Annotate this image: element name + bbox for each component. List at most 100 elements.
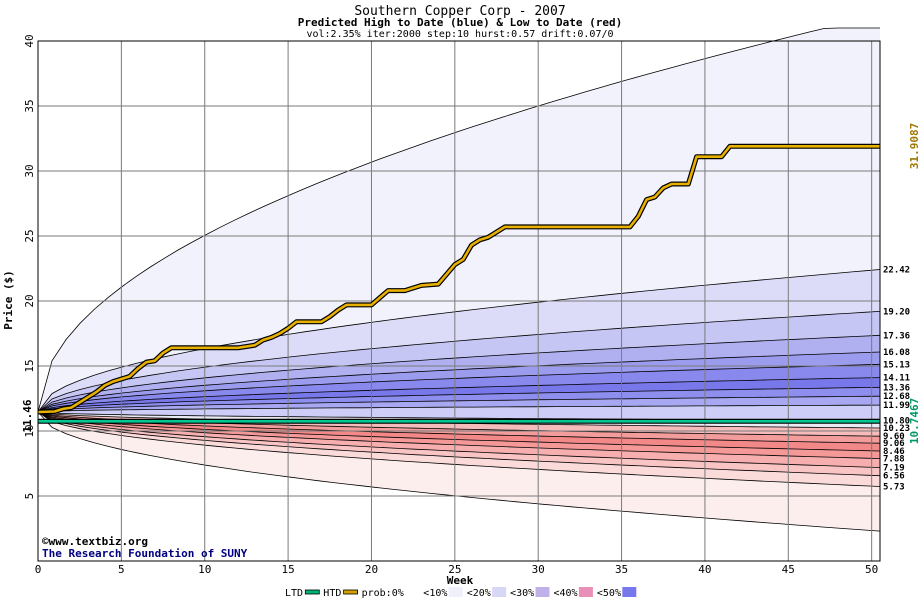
band-end-label: 7.19 <box>883 464 905 474</box>
band-end-label: 17.36 <box>883 331 910 341</box>
band-boundary-line <box>37 269 881 413</box>
grid-lines <box>37 40 880 561</box>
band-end-label: 8.46 <box>883 447 905 457</box>
y-tick-label: 10 <box>23 424 36 437</box>
low-probability-band <box>38 412 880 437</box>
x-tick-label: 30 <box>532 563 545 576</box>
x-tick-label: 35 <box>615 563 628 576</box>
probability-bands <box>37 27 881 561</box>
y-tick-label: 15 <box>23 359 36 372</box>
band-end-label: 19.20 <box>883 307 910 317</box>
y-tick-label: 35 <box>23 99 36 112</box>
y-tick-label: 20 <box>23 294 36 307</box>
high-probability-band <box>38 335 880 412</box>
high-probability-band <box>38 352 880 412</box>
legend-label: <50% <box>597 588 621 599</box>
legend-label: <10% <box>423 588 447 599</box>
axes: 0 5 10 15 20 25 30 35 40 45 50 5 10 15 20 25 30 35 40 <box>23 34 881 576</box>
band-end-label: 10.80 <box>883 417 910 427</box>
chart-title: Southern Copper Corp - 2007 <box>354 4 565 19</box>
low-probability-band <box>38 412 880 444</box>
band-end-label: 9.60 <box>883 432 905 442</box>
band-boundary-line <box>37 311 881 413</box>
high-probability-band <box>38 387 880 412</box>
band-boundary-line <box>37 404 881 413</box>
x-tick-label: 10 <box>198 563 211 576</box>
band-end-label: 10.23 <box>883 424 910 434</box>
band-boundary-line <box>37 27 880 413</box>
legend-swatch <box>535 587 550 597</box>
watermark-line2: The Research Foundation of SUNY <box>42 547 248 560</box>
low-probability-band <box>38 412 880 459</box>
chart-params: vol:2.35% iter:2000 step:10 hurst:0.57 d… <box>306 29 613 40</box>
band-end-label: 16.08 <box>883 348 910 358</box>
band-end-label: 14.11 <box>883 374 910 384</box>
band-end-label: 5.73 <box>883 483 905 493</box>
legend-label: <20% <box>467 588 491 599</box>
band-end-label: 11.99 <box>883 401 910 411</box>
band-end-label: 22.42 <box>883 266 910 276</box>
band-end-label: 6.56 <box>883 472 905 482</box>
x-tick-label: 45 <box>782 563 795 576</box>
band-boundary-line <box>37 411 881 487</box>
htd-line <box>37 145 880 414</box>
band-boundary-line <box>37 351 881 413</box>
x-tick-label: 20 <box>365 563 378 576</box>
y-tick-label: 30 <box>23 164 36 177</box>
x-tick-label: 0 <box>35 563 42 576</box>
band-end-label: 13.36 <box>883 383 910 393</box>
low-probability-band <box>38 412 880 476</box>
band-end-label: 9.06 <box>883 439 905 449</box>
chart-subtitle: Predicted High to Date (blue) & Low to D… <box>298 16 623 29</box>
y-tick-label: 40 <box>23 34 36 47</box>
legend-label: <40% <box>554 588 578 599</box>
x-axis-title: Week <box>447 574 474 587</box>
watermark-line1: ©www.textbiz.org <box>42 535 148 548</box>
band-boundary-line <box>37 395 881 413</box>
low-probability-band <box>38 412 880 532</box>
high-probability-band <box>38 377 880 412</box>
band-boundary-line <box>37 411 881 468</box>
htd-final-label: 31.9087 <box>908 123 920 169</box>
legend-label: prob:0% <box>362 588 404 599</box>
band-end-label: 7.88 <box>883 455 905 465</box>
y-tick-label: 5 <box>23 493 36 500</box>
band-end-label: 12.68 <box>883 392 910 402</box>
band-end-label: 15.13 <box>883 360 910 370</box>
band-boundary-line <box>37 386 881 413</box>
high-probability-band <box>38 396 880 412</box>
legend-swatch <box>343 589 359 595</box>
start-price-label: 11.46 <box>21 399 34 432</box>
x-tick-label: 5 <box>118 563 125 576</box>
high-probability-band <box>38 364 880 412</box>
legend-label: HTD <box>323 588 341 599</box>
plot-frame <box>37 40 881 562</box>
legend-label: LTD <box>285 588 303 599</box>
band-end-labels: 22.42 19.20 17.36 16.08 15.13 14.1113.3612.68… <box>883 266 910 493</box>
low-probability-band <box>38 412 880 487</box>
legend-label: <30% <box>510 588 534 599</box>
band-boundary-line <box>37 411 881 452</box>
legend-swatch <box>622 587 637 597</box>
high-probability-band <box>38 311 880 412</box>
x-tick-label: 40 <box>698 563 711 576</box>
legend-swatch <box>492 587 507 597</box>
y-axis-title: Price ($) <box>2 270 15 330</box>
legend: LTD HTD prob:0% <10% <20% <30% <40% <50% <box>285 587 637 599</box>
legend-swatch <box>448 587 463 597</box>
legend-swatch <box>578 587 593 597</box>
low-probability-band <box>38 412 880 451</box>
ltd-final-label: 10.7467 <box>908 398 920 444</box>
band-boundary-line <box>37 363 881 413</box>
band-boundary-line <box>37 411 881 477</box>
band-boundary-line <box>37 334 881 413</box>
high-probability-band <box>38 28 880 412</box>
y-tick-label: 25 <box>23 229 36 242</box>
band-boundary-line <box>37 411 881 444</box>
band-boundary-line <box>37 377 881 413</box>
x-tick-label: 25 <box>448 563 461 576</box>
legend-swatch <box>304 589 320 595</box>
x-tick-label: 15 <box>281 563 294 576</box>
legend-swatch <box>405 587 420 597</box>
